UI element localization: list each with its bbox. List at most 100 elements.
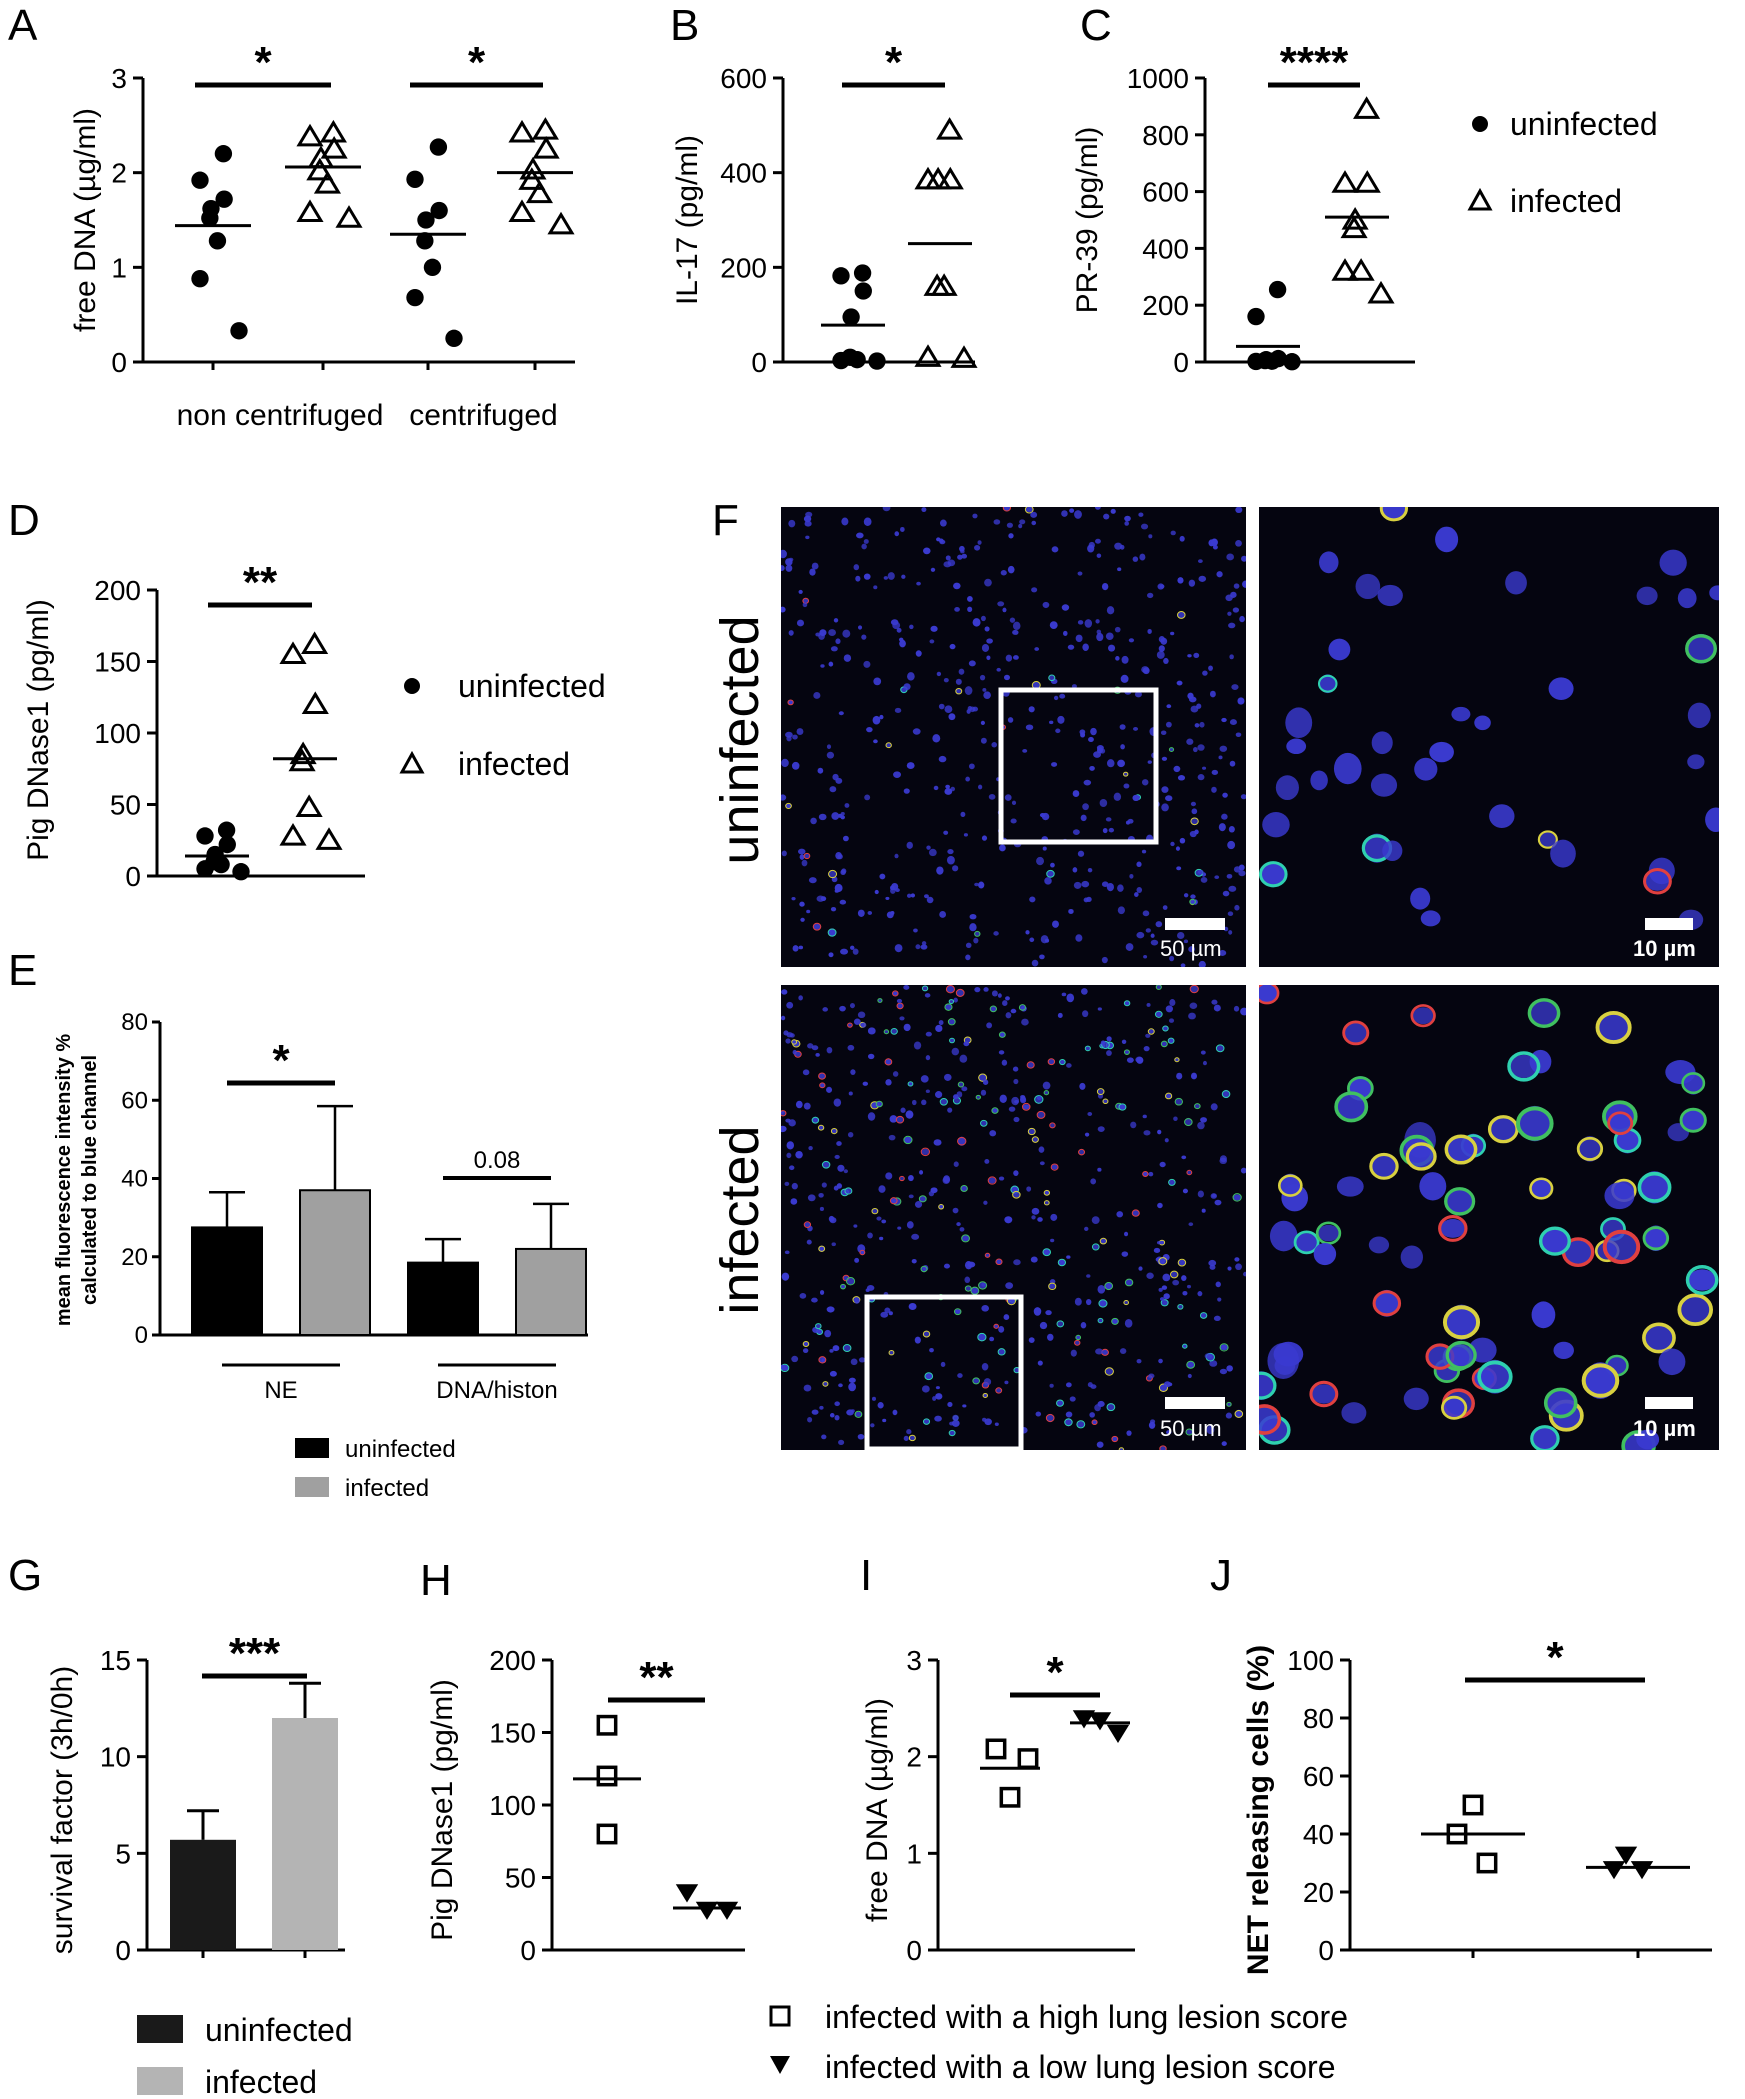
y-tick-label: 200: [1142, 290, 1189, 321]
marker-stain: [1681, 1072, 1706, 1095]
data-point-circle: [423, 258, 442, 277]
significance-label: ****: [1280, 38, 1349, 87]
bar-uninfected: [407, 1261, 479, 1337]
nucleus: [906, 841, 913, 849]
nucleus: [1125, 943, 1134, 951]
nucleus: [1124, 1000, 1130, 1007]
nucleus: [1148, 1029, 1155, 1034]
legend-down-triangle-marker: [770, 2056, 790, 2074]
nucleus: [1135, 1056, 1144, 1063]
nucleus: [1133, 727, 1139, 731]
nucleus: [1047, 1333, 1054, 1341]
nucleus: [843, 1344, 851, 1352]
nucleus: [1202, 670, 1208, 676]
nucleus: [1077, 620, 1084, 625]
marker-stain: [815, 1323, 822, 1330]
row-label-infected: infected: [710, 1125, 770, 1314]
nucleus: [972, 618, 981, 627]
data-point-square: [596, 1823, 618, 1845]
data-point-square: [1017, 1748, 1039, 1770]
marker-stain: [1102, 1098, 1109, 1105]
nucleus: [802, 597, 809, 604]
scale-bar-50: [1165, 1397, 1225, 1409]
data-point-circle: [429, 138, 448, 156]
nucleus: [1186, 1284, 1192, 1289]
nucleus: [867, 1053, 875, 1060]
marker-stain: [791, 1039, 798, 1045]
nucleus: [963, 1041, 970, 1047]
marker-stain: [1168, 747, 1175, 752]
marker-stain: [948, 999, 955, 1005]
nucleus: [896, 1115, 904, 1124]
nucleus: [955, 687, 962, 695]
nucleus: [1191, 808, 1198, 815]
y-tick-label: 50: [505, 1863, 536, 1894]
marker-stain: [1538, 1226, 1572, 1256]
nucleus: [811, 562, 819, 570]
nucleus: [952, 1414, 959, 1421]
marker-stain: [1642, 1322, 1676, 1354]
nucleus: [854, 1297, 860, 1304]
y-tick-label: 200: [94, 575, 141, 606]
nucleus: [921, 1385, 930, 1393]
nucleus: [911, 1259, 917, 1264]
data-point-triangle: [288, 748, 316, 772]
data-point-circle: [214, 145, 233, 163]
nucleus: [1070, 1349, 1077, 1357]
nucleus: [961, 1235, 970, 1242]
micrograph-uninfected-overview: [781, 507, 1246, 967]
y-tick-label: 200: [489, 1645, 536, 1676]
nucleus: [1103, 513, 1110, 520]
marker-stain: [822, 1381, 829, 1387]
nucleus: [1035, 1411, 1042, 1417]
nucleus: [924, 993, 931, 998]
nucleus: [914, 1201, 923, 1208]
nucleus: [1072, 829, 1080, 835]
marker-stain: [1160, 1299, 1169, 1307]
nucleus: [1368, 1236, 1390, 1254]
nucleus: [835, 638, 841, 645]
nucleus: [1333, 752, 1362, 785]
marker-stain: [1027, 1127, 1036, 1136]
marker-stain: [1024, 507, 1034, 514]
y-tick-label: 0: [111, 347, 127, 378]
nucleus: [1162, 905, 1168, 910]
marker-stain: [1581, 1363, 1620, 1398]
nucleus: [1218, 755, 1223, 760]
nucleus: [1005, 1012, 1012, 1019]
nucleus: [1127, 818, 1134, 824]
marker-stain: [1277, 1174, 1303, 1197]
nucleus: [1227, 611, 1232, 616]
marker-stain: [978, 1281, 988, 1290]
marker-stain: [1056, 1399, 1064, 1407]
marker-stain: [993, 1323, 999, 1329]
nucleus: [994, 1422, 999, 1426]
marker-stain: [1186, 1169, 1193, 1176]
nucleus: [1000, 570, 1007, 576]
nucleus: [1168, 1179, 1176, 1186]
nucleus: [1056, 1399, 1064, 1407]
nucleus: [1008, 533, 1014, 539]
nucleus: [892, 1071, 899, 1077]
nucleus: [989, 1336, 995, 1342]
nucleus: [935, 1393, 943, 1400]
nucleus: [848, 1382, 857, 1392]
nucleus: [1049, 720, 1054, 725]
nucleus: [979, 674, 986, 681]
nucleus: [1008, 1106, 1016, 1112]
nucleus: [1036, 1095, 1042, 1100]
nucleus: [1120, 744, 1125, 750]
nucleus: [789, 1033, 795, 1038]
nucleus: [1022, 749, 1028, 753]
marker-stain: [908, 1434, 916, 1442]
x-category-label: NE: [264, 1377, 297, 1404]
marker-stain: [817, 1124, 825, 1131]
nucleus: [995, 1388, 1002, 1393]
marker-stain: [1444, 1187, 1476, 1216]
nucleus: [1206, 1425, 1215, 1435]
nucleus: [1055, 728, 1061, 734]
nucleus: [908, 1194, 914, 1199]
nucleus: [936, 866, 944, 875]
nucleus: [1170, 631, 1175, 636]
nucleus: [1065, 1382, 1072, 1388]
